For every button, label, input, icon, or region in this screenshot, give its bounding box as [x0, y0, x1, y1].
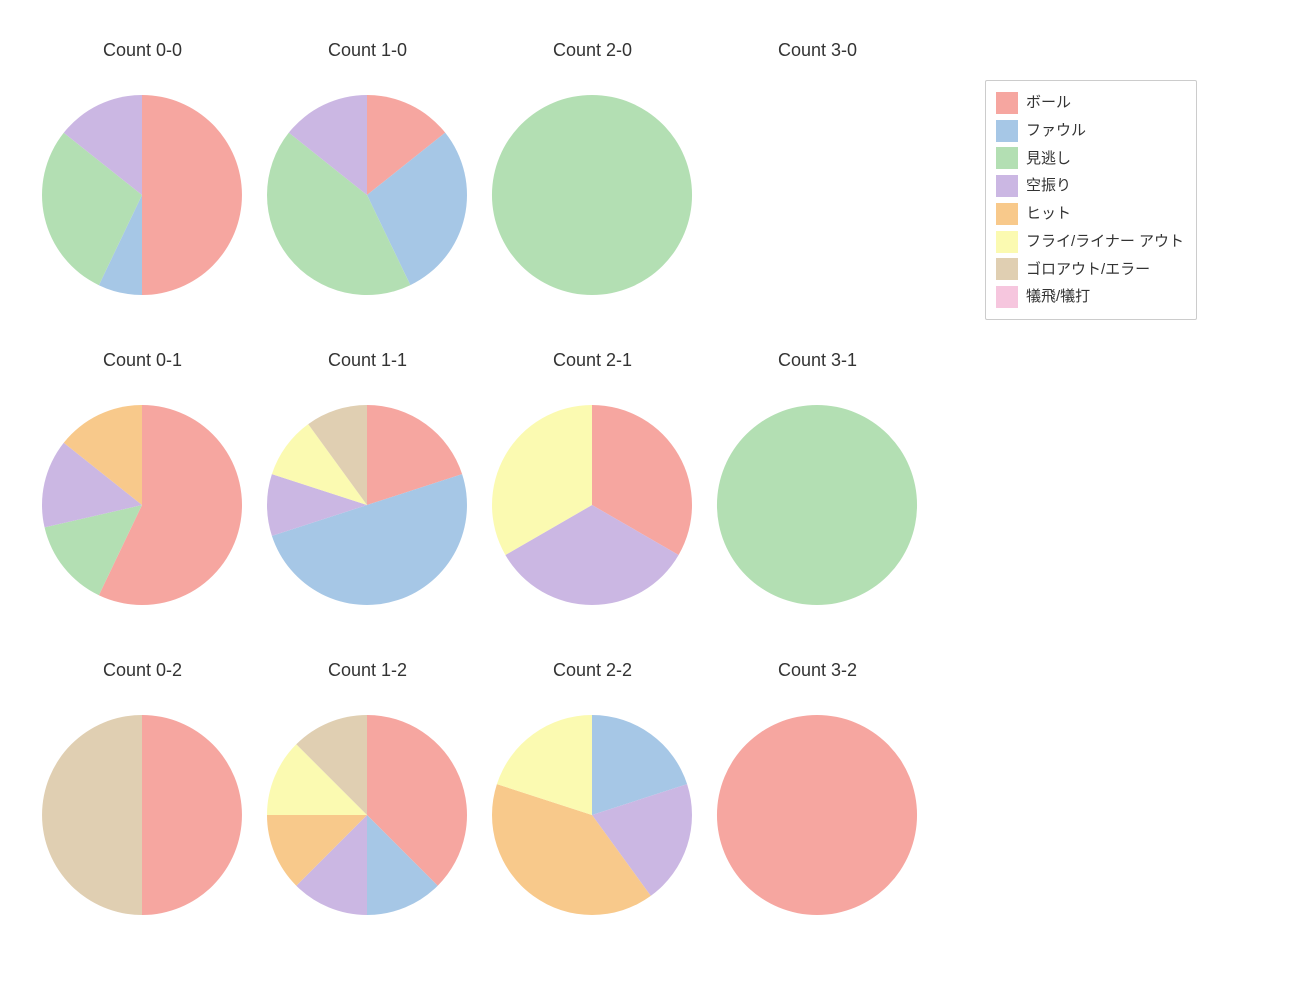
- pie-slice-ball: [142, 95, 242, 295]
- legend-label-flyout: フライ/ライナー アウト: [1026, 228, 1184, 256]
- panel-c22: Count 2-220.020.040.020.0: [480, 650, 705, 930]
- pie-slice-ball: [717, 715, 917, 915]
- legend-swatch-flyout: [996, 231, 1018, 253]
- legend-label-swing: 空振り: [1026, 172, 1071, 200]
- pie-chart: [705, 650, 930, 930]
- pie-chart: [480, 30, 705, 310]
- legend-item-swing: 空振り: [996, 172, 1184, 200]
- panel-c00: Count 0-050.028.614.3: [30, 30, 255, 310]
- pie-chart: [480, 340, 705, 620]
- pie-chart: [255, 650, 480, 930]
- panel-c01: Count 0-157.114.314.314.3: [30, 340, 255, 620]
- pie-slice-look: [492, 95, 692, 295]
- panel-c20: Count 2-0100.0: [480, 30, 705, 310]
- panel-c21: Count 2-133.333.333.3: [480, 340, 705, 620]
- legend-item-groundout: ゴロアウト/エラー: [996, 256, 1184, 284]
- legend-swatch-look: [996, 147, 1018, 169]
- panel-c10: Count 1-014.328.642.914.3: [255, 30, 480, 310]
- pie-chart: [480, 650, 705, 930]
- legend-swatch-hit: [996, 203, 1018, 225]
- legend-swatch-sac: [996, 286, 1018, 308]
- chart-stage: ボールファウル見逃し空振りヒットフライ/ライナー アウトゴロアウト/エラー犠飛/…: [0, 0, 1300, 1000]
- pie-chart: [30, 30, 255, 310]
- pie-chart: [705, 340, 930, 620]
- legend-swatch-foul: [996, 120, 1018, 142]
- panel-c31: Count 3-1100.0: [705, 340, 930, 620]
- panel-c30: Count 3-0: [705, 30, 930, 310]
- legend-swatch-swing: [996, 175, 1018, 197]
- pie-chart: [30, 650, 255, 930]
- pie-slice-groundout: [42, 715, 142, 915]
- legend-label-hit: ヒット: [1026, 200, 1071, 228]
- pie-slice-look: [717, 405, 917, 605]
- legend-item-flyout: フライ/ライナー アウト: [996, 228, 1184, 256]
- legend-label-groundout: ゴロアウト/エラー: [1026, 256, 1150, 284]
- pie-slice-ball: [142, 715, 242, 915]
- legend-label-look: 見逃し: [1026, 145, 1071, 173]
- legend-swatch-groundout: [996, 258, 1018, 280]
- pie-chart: [255, 340, 480, 620]
- panel-c11: Count 1-120.050.010.010.010.0: [255, 340, 480, 620]
- pie-chart: [30, 340, 255, 620]
- panel-c32: Count 3-2100.0: [705, 650, 930, 930]
- legend-label-ball: ボール: [1026, 89, 1071, 117]
- legend-item-foul: ファウル: [996, 117, 1184, 145]
- legend-item-look: 見逃し: [996, 145, 1184, 173]
- pie-chart: [255, 30, 480, 310]
- panel-c02: Count 0-250.050.0: [30, 650, 255, 930]
- legend-item-ball: ボール: [996, 89, 1184, 117]
- panel-c12: Count 1-237.512.512.512.512.512.5: [255, 650, 480, 930]
- legend-item-hit: ヒット: [996, 200, 1184, 228]
- pie-chart: [705, 30, 930, 310]
- legend-label-sac: 犠飛/犠打: [1026, 283, 1090, 311]
- legend-swatch-ball: [996, 92, 1018, 114]
- legend-item-sac: 犠飛/犠打: [996, 283, 1184, 311]
- legend: ボールファウル見逃し空振りヒットフライ/ライナー アウトゴロアウト/エラー犠飛/…: [985, 80, 1197, 320]
- legend-label-foul: ファウル: [1026, 117, 1086, 145]
